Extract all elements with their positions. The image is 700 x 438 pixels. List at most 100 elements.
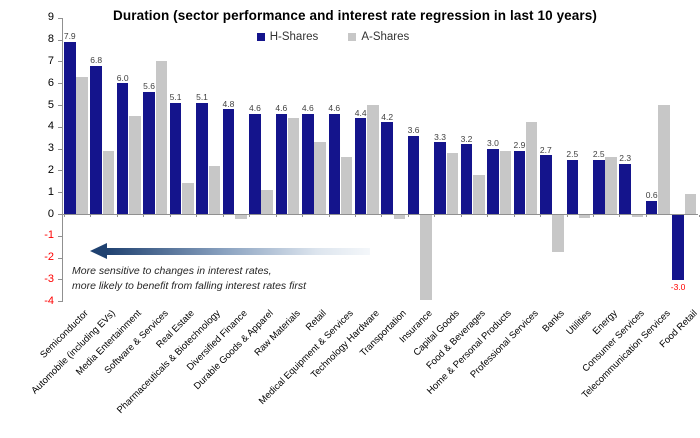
bar-value-label: 4.6 [328,103,341,114]
bar-value-label: 4.4 [354,107,367,118]
h-share-bar [619,163,631,214]
a-share-bar [102,150,115,214]
annotation-line-1: More sensitive to changes in interest ra… [72,265,272,277]
x-axis-tick [64,215,65,217]
y-axis-tick [58,61,62,63]
x-axis-tick [460,215,462,217]
bar-value-label: 2.9 [513,140,526,151]
a-share-bar [182,183,194,214]
y-axis-tick [58,257,62,259]
h-share-bar [302,113,314,214]
bar-value-label: 3.0 [487,138,499,149]
h-share-bar [540,155,552,214]
bar-value-label: 4.6 [301,103,314,114]
bar-value-label: 4.6 [275,103,288,114]
bar-value-label: -3.0 [670,282,686,293]
a-share-bar [658,105,670,214]
left-arrow-icon [90,243,107,259]
sensitivity-annotation: More sensitive to changes in interest ra… [72,264,306,293]
y-axis-tick [58,126,62,128]
h-share-bar [249,113,261,214]
y-axis-tick [58,105,62,106]
bar-value-label: 7.9 [63,31,76,42]
bar-value-label: 2.5 [566,149,579,159]
y-axis-tick [58,192,62,194]
h-share-bar [328,113,340,214]
h-share-bar [434,142,446,214]
legend-label: A-Shares [361,31,410,43]
bar-value-label: 6.8 [90,55,103,66]
a-share-bar [420,215,432,301]
h-share-bar [196,102,208,214]
y-axis-tick-label: 4 [47,120,54,133]
y-axis-tick-label: 6 [47,76,54,89]
a-share-bar [446,152,459,214]
x-axis-tick [566,215,568,217]
h-share-bar [116,83,129,214]
x-axis-tick [275,215,277,217]
a-share-bar [367,105,379,214]
x-axis-tick [513,215,515,217]
x-axis-tick [645,215,647,217]
h-share-bar [513,150,526,214]
x-axis-tick [249,215,251,217]
bar-value-label: 3.2 [460,133,473,144]
a-share-bar [261,190,273,214]
h-share-bar [407,135,420,214]
y-axis-tick-label: 3 [47,142,54,155]
a-share-bar [578,215,591,219]
y-axis-tick-label: 7 [47,54,54,67]
y-axis-tick [58,279,62,281]
h-share-bar [222,109,235,214]
a-share-bar [552,215,564,253]
h-share-bar [381,122,393,214]
y-axis-line [62,17,63,302]
y-axis-tick [58,214,62,215]
x-axis-tick [407,215,409,217]
h-share-bar [645,200,658,214]
bar-value-label: 0.6 [645,190,658,201]
legend-item-h-shares: H-Shares [256,31,318,43]
bar-value-label: 3.6 [407,125,420,136]
x-axis-tick [196,215,198,217]
x-axis-tick [619,215,621,217]
h-share-bar [487,148,499,214]
y-axis-tick-label: -4 [44,294,54,307]
bar-value-label: 2.5 [592,149,605,159]
x-axis-tick [540,215,542,217]
x-axis-tick [90,215,92,217]
a-share-bar [314,142,326,214]
y-axis-tick [58,170,62,172]
a-share-bar [525,122,538,214]
y-axis-tick [58,301,62,303]
y-axis-tick-label: 0 [47,207,54,220]
a-share-bar [129,115,141,214]
x-axis-tick [698,215,700,217]
a-share-bar [605,157,617,214]
bar-value-label: 4.8 [222,98,235,109]
h-share-bar [460,144,473,214]
left-arrow-shaft [106,248,370,255]
x-axis-tick [143,215,145,217]
a-share-bar [393,215,406,220]
x-axis-tick [354,215,356,217]
bar-value-label: 3.3 [434,131,446,142]
a-share-bar [473,174,485,214]
bar-value-label: 5.1 [196,92,208,103]
chart-title: Duration (sector performance and interes… [113,8,597,23]
bar-value-label: 2.3 [619,153,632,164]
x-axis-tick [222,215,224,217]
legend-swatch-icon [256,33,265,41]
bar-value-label: 4.6 [248,103,261,114]
a-share-bar [155,61,168,214]
a-share-bar [208,166,221,214]
legend-swatch-icon [348,33,357,41]
x-axis-tick [434,215,436,217]
y-axis-tick [58,17,62,19]
a-share-bar [76,76,88,214]
a-share-bar [287,118,300,214]
y-axis-tick-label: -1 [44,229,54,242]
bar-value-label: 5.1 [169,92,182,103]
chart-legend: H-Shares A-Shares [0,31,666,43]
h-share-bar [169,102,182,214]
